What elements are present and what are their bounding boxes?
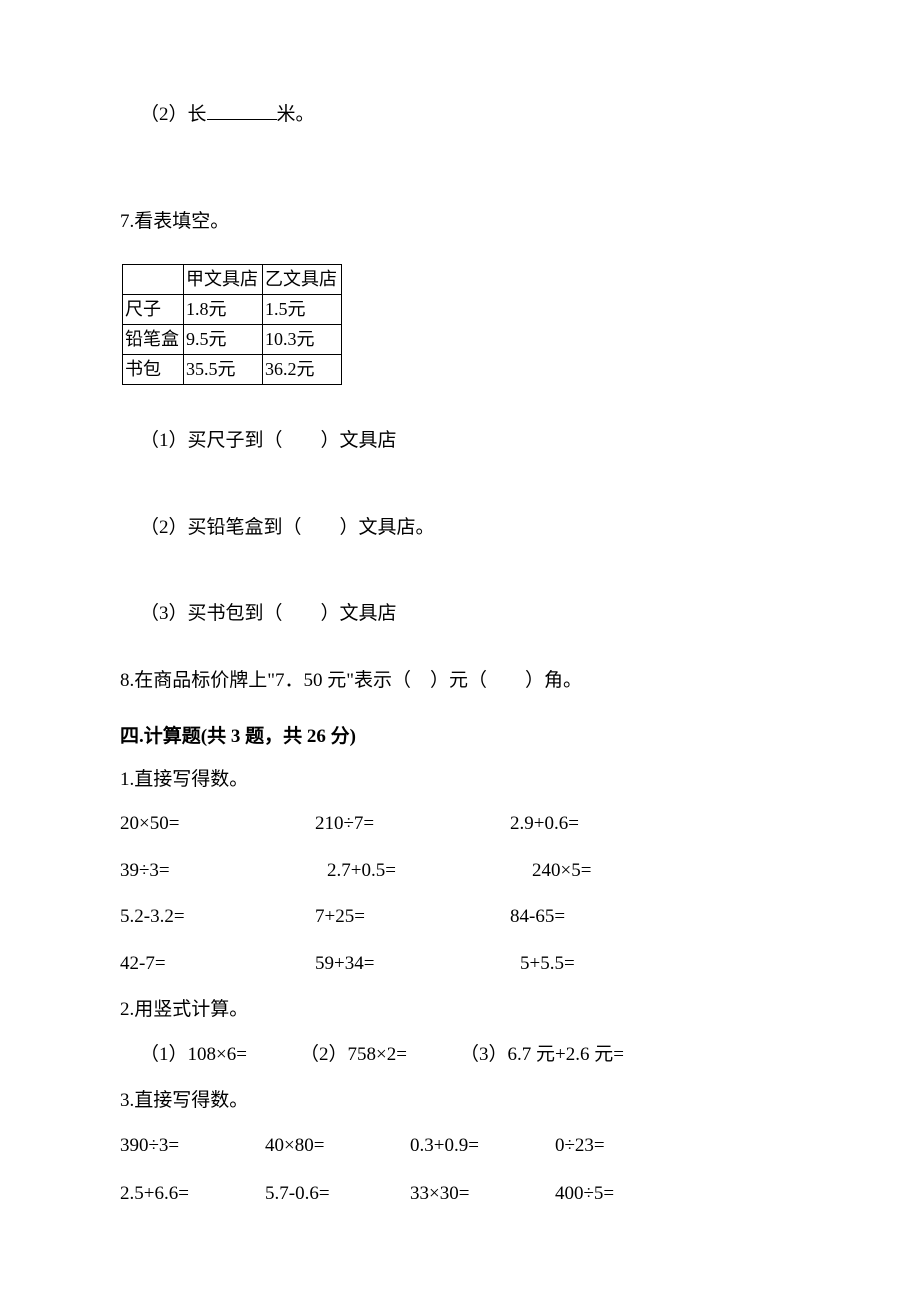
calc-item: 5+5.5= [510, 950, 690, 979]
calc-item: 33×30= [410, 1180, 555, 1209]
table-row: 尺子 1.8元 1.5元 [123, 295, 342, 325]
calc-item: 20×50= [120, 810, 315, 839]
table-row: 铅笔盒 9.5元 10.3元 [123, 325, 342, 355]
q6-2-suffix: 米。 [277, 104, 315, 125]
calc-item: 210÷7= [315, 810, 510, 839]
price-cell: 10.3元 [263, 325, 342, 355]
calc-row: 2.5+6.6= 5.7-0.6= 33×30= 400÷5= [120, 1180, 800, 1209]
item-name: 书包 [123, 355, 184, 385]
item-name: 尺子 [123, 295, 184, 325]
calc-item: 2.5+6.6= [120, 1180, 265, 1209]
question-8: 8.在商品标价牌上"7．50 元"表示（ ）元（ ）角。 [120, 667, 800, 696]
section-4-q1-title: 1.直接写得数。 [120, 766, 800, 795]
calc-item: 59+34= [315, 950, 510, 979]
question-7-title: 7.看表填空。 [120, 208, 800, 237]
calc-item: 2.7+0.5= [315, 857, 522, 886]
blank-underline [207, 100, 277, 120]
price-cell: 36.2元 [263, 355, 342, 385]
calc-item: 5.7-0.6= [265, 1180, 410, 1209]
section-4-title: 四.计算题(共 3 题，共 26 分) [120, 723, 800, 752]
calc-item: 2.9+0.6= [510, 810, 680, 839]
question-6-sub2: （2）长 米。 [140, 100, 800, 130]
calc-item: 0÷23= [555, 1132, 700, 1161]
calc-row: 20×50= 210÷7= 2.9+0.6= [120, 810, 800, 839]
calc-row: （1）108×6= （2）758×2= （3）6.7 元+2.6 元= [140, 1041, 800, 1070]
table-header-row: 甲文具店 乙文具店 [123, 265, 342, 295]
price-cell: 9.5元 [184, 325, 263, 355]
calc-item: 39÷3= [120, 857, 315, 886]
calc-item: 84-65= [510, 903, 680, 932]
page: （2）长 米。 7.看表填空。 甲文具店 乙文具店 尺子 1.8元 1.5元 铅笔… [0, 0, 920, 1302]
calc-item: 40×80= [265, 1132, 410, 1161]
table-header-store-b: 乙文具店 [263, 265, 342, 295]
calc-item: 5.2-3.2= [120, 903, 315, 932]
question-7-sub3: （3）买书包到（ ）文具店 [140, 600, 800, 629]
calc-row: 5.2-3.2= 7+25= 84-65= [120, 903, 800, 932]
calc-item: 42-7= [120, 950, 315, 979]
q6-2-prefix: （2）长 [140, 104, 207, 125]
calc-item: 7+25= [315, 903, 510, 932]
price-table: 甲文具店 乙文具店 尺子 1.8元 1.5元 铅笔盒 9.5元 10.3元 书包… [122, 264, 342, 385]
calc-item: 400÷5= [555, 1180, 700, 1209]
calc-item: （1）108×6= [140, 1041, 300, 1070]
question-7-sub2: （2）买铅笔盒到（ ）文具店。 [140, 514, 800, 543]
section-4-q2-title: 2.用竖式计算。 [120, 996, 800, 1025]
calc-row: 42-7= 59+34= 5+5.5= [120, 950, 800, 979]
calc-item: （3）6.7 元+2.6 元= [460, 1041, 624, 1070]
table-header-store-a: 甲文具店 [184, 265, 263, 295]
table-header-blank [123, 265, 184, 295]
calc-row: 39÷3= 2.7+0.5= 240×5= [120, 857, 800, 886]
calc-item: （2）758×2= [300, 1041, 460, 1070]
section-4-q3-title: 3.直接写得数。 [120, 1087, 800, 1116]
calc-row: 390÷3= 40×80= 0.3+0.9= 0÷23= [120, 1132, 800, 1161]
price-cell: 1.5元 [263, 295, 342, 325]
calc-item: 240×5= [522, 857, 702, 886]
table-row: 书包 35.5元 36.2元 [123, 355, 342, 385]
price-cell: 1.8元 [184, 295, 263, 325]
price-cell: 35.5元 [184, 355, 263, 385]
item-name: 铅笔盒 [123, 325, 184, 355]
calc-item: 0.3+0.9= [410, 1132, 555, 1161]
calc-item: 390÷3= [120, 1132, 265, 1161]
question-7-sub1: （1）买尺子到（ ）文具店 [140, 427, 800, 456]
